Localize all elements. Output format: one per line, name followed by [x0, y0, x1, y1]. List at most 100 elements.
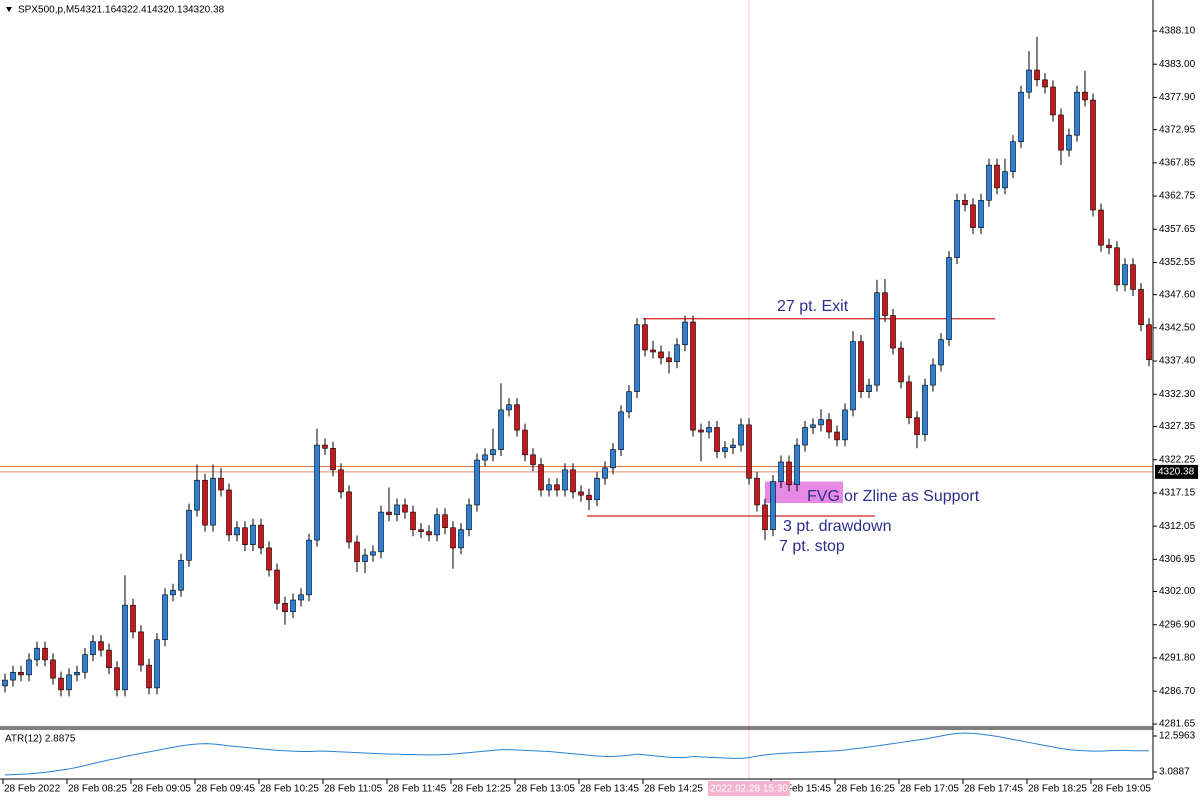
- candle-body: [954, 199, 960, 258]
- candle-body: [682, 321, 688, 346]
- candle-body: [1050, 86, 1056, 116]
- candle-body: [58, 677, 64, 691]
- candle-body: [74, 671, 80, 676]
- candle-body: [906, 381, 912, 419]
- candle-body: [26, 659, 32, 676]
- y-tick-label: 4332.30: [1159, 389, 1196, 400]
- candle-body: [714, 427, 720, 452]
- candle-body: [1042, 79, 1048, 88]
- last-price-label: 4320.38: [1158, 467, 1195, 478]
- x-tick-label: 28 Feb 17:05: [900, 784, 959, 795]
- candle-body: [810, 424, 816, 428]
- candle-body: [538, 464, 544, 491]
- x-tick-label: 28 Feb 11:45: [388, 784, 447, 795]
- candle-body: [338, 469, 344, 493]
- candle-body: [786, 461, 792, 486]
- candle-body: [322, 444, 328, 449]
- candle-body: [770, 481, 776, 530]
- candle-body: [290, 599, 296, 613]
- candle-body: [10, 671, 16, 681]
- x-tick-label: 28 Feb 2022: [4, 784, 61, 795]
- indicator-label: ATR(12) 2.8875: [5, 734, 76, 745]
- candle-body: [650, 349, 656, 353]
- candle-body: [226, 489, 232, 536]
- candle-body: [882, 292, 888, 316]
- candle-body: [522, 429, 528, 456]
- candle-body: [858, 341, 864, 392]
- y-tick-label: 4377.90: [1159, 92, 1196, 103]
- y-tick-label: 4302.00: [1159, 586, 1196, 597]
- y-tick-label: 4286.70: [1159, 686, 1196, 697]
- candle-body: [626, 391, 632, 413]
- x-tick-label: 28 Feb 15:45: [772, 784, 831, 795]
- candle-body: [946, 257, 952, 340]
- candle-body: [834, 431, 840, 441]
- annotation-text: 7 pt. stop: [779, 538, 845, 555]
- candle-body: [530, 454, 536, 465]
- y-tick-label: 4317.15: [1159, 488, 1196, 499]
- candle-body: [346, 491, 352, 543]
- candle-body: [802, 427, 808, 446]
- candle-body: [18, 671, 24, 676]
- candle-body: [282, 602, 288, 613]
- candle-body: [1066, 134, 1072, 151]
- x-tick-label: 28 Feb 10:25: [260, 784, 319, 795]
- candle-body: [1106, 244, 1112, 249]
- candle-body: [938, 339, 944, 366]
- y-tick-label: 4342.50: [1159, 323, 1196, 334]
- candle-body: [578, 491, 584, 496]
- x-tick-label: 28 Feb 13:45: [580, 784, 639, 795]
- candle-body: [202, 479, 208, 526]
- candle-body: [546, 484, 552, 491]
- candle-body: [354, 541, 360, 562]
- x-tick-label: 28 Feb 19:05: [1092, 784, 1151, 795]
- y-tick-label: 4337.40: [1159, 356, 1196, 367]
- candle-body: [274, 569, 280, 604]
- candle-body: [1130, 264, 1136, 290]
- candle-body: [602, 467, 608, 479]
- candle-body: [562, 469, 568, 491]
- candle-body: [298, 594, 304, 601]
- candle-body: [90, 641, 96, 655]
- candle-body: [482, 454, 488, 461]
- candle-body: [362, 554, 368, 562]
- candle-body: [866, 384, 872, 392]
- candle-body: [418, 529, 424, 532]
- header-high: 4322.41: [116, 5, 153, 16]
- x-tick-label: 28 Feb 14:25: [644, 784, 703, 795]
- x-tick-label: 28 Feb 09:05: [132, 784, 191, 795]
- candle-body: [514, 404, 520, 431]
- candle-body: [1026, 69, 1032, 93]
- y-tick-label: 4347.60: [1159, 289, 1196, 300]
- candle-body: [506, 404, 512, 411]
- cursor-time-label: 2022.02.28 15:30: [710, 784, 788, 795]
- annotation-text: FVG: [807, 488, 840, 505]
- candle-body: [994, 164, 1000, 189]
- candle-body: [378, 511, 384, 553]
- candle-body: [306, 539, 312, 596]
- candle-body: [1090, 99, 1096, 211]
- symbol: SPX500,p,M5: [18, 5, 80, 16]
- x-tick-label: 28 Feb 12:25: [452, 784, 511, 795]
- y-tick-label: 4322.25: [1159, 454, 1196, 465]
- candle-body: [162, 594, 168, 641]
- candle-body: [498, 409, 504, 450]
- candle-body: [874, 292, 880, 386]
- candle-body: [250, 524, 256, 545]
- candle-body: [1122, 264, 1128, 286]
- candle-body: [130, 604, 136, 633]
- candle-body: [154, 639, 160, 689]
- menu-arrow: [6, 7, 12, 12]
- candle-body: [410, 511, 416, 530]
- candle-body: [1034, 69, 1040, 81]
- candle-body: [138, 631, 144, 666]
- y-tick-label: 4383.00: [1159, 59, 1196, 70]
- candle-body: [794, 444, 800, 486]
- candle-body: [458, 529, 464, 549]
- candle-body: [754, 477, 760, 506]
- candle-body: [386, 511, 392, 516]
- indicator-tick-label: 12.5963: [1159, 731, 1196, 742]
